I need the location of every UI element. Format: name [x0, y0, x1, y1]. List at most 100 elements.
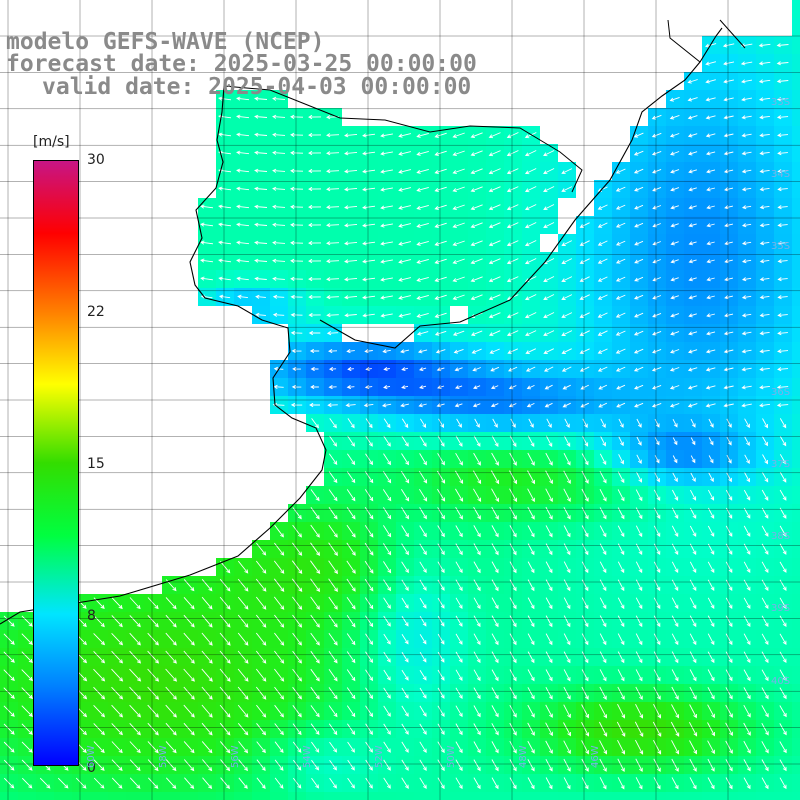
wind-arrow — [219, 741, 231, 754]
wind-arrow — [274, 723, 284, 736]
wind-arrow — [597, 312, 608, 318]
wind-arrow — [273, 560, 285, 574]
wind-arrow — [509, 488, 517, 503]
wind-arrow — [202, 759, 213, 772]
wind-arrow — [21, 633, 33, 645]
wind-arrow — [633, 168, 644, 174]
wind-arrow — [706, 223, 715, 228]
wind-arrow — [93, 777, 105, 789]
wind-arrow — [671, 615, 679, 628]
wind-arrow — [491, 488, 499, 503]
wind-arrow — [761, 759, 769, 772]
wind-cell — [792, 0, 800, 18]
wind-arrow — [635, 579, 643, 592]
wind-arrow — [111, 741, 123, 754]
wind-arrow — [272, 294, 285, 299]
wind-arrow — [218, 204, 232, 209]
wind-arrow — [635, 669, 643, 682]
wind-arrow — [688, 277, 697, 282]
wind-arrow — [689, 597, 697, 610]
wind-cell — [792, 450, 800, 468]
wind-arrow — [705, 349, 716, 354]
wind-arrow — [326, 169, 340, 174]
wind-arrow — [723, 151, 734, 156]
wind-arrow — [437, 669, 445, 681]
wind-cell — [792, 702, 800, 720]
wind-arrow — [652, 259, 661, 264]
wind-arrow — [129, 686, 142, 700]
wind-arrow — [473, 525, 481, 538]
wind-arrow — [723, 61, 735, 66]
wind-arrow — [329, 418, 337, 429]
wind-cell — [792, 18, 800, 36]
wind-arrow — [509, 740, 517, 754]
wind-arrow — [93, 704, 106, 718]
wind-arrow — [472, 403, 481, 408]
wind-arrow — [326, 133, 340, 138]
wind-arrow — [636, 471, 643, 483]
lon-label: 46W — [590, 745, 601, 768]
wind-cell — [216, 792, 234, 800]
wind-arrow — [599, 453, 607, 466]
wind-arrow — [308, 168, 322, 174]
wind-arrow — [653, 651, 661, 664]
wind-arrow — [726, 418, 732, 428]
wind-arrow — [346, 385, 355, 390]
wind-arrow — [473, 385, 481, 390]
wind-arrow — [563, 633, 571, 646]
wind-arrow — [3, 615, 15, 627]
wind-arrow — [383, 435, 391, 447]
wind-arrow — [669, 367, 680, 372]
wind-arrow — [274, 524, 284, 538]
wind-arrow — [308, 222, 322, 228]
wind-cell — [684, 792, 702, 800]
lon-label: 52W — [374, 745, 385, 768]
wind-arrow — [635, 615, 643, 628]
wind-cell — [792, 756, 800, 774]
wind-arrow — [543, 294, 555, 301]
wind-arrow — [165, 741, 177, 754]
lon-label: 60W — [86, 745, 97, 768]
wind-arrow — [21, 669, 33, 682]
wind-arrow — [723, 115, 734, 120]
wind-arrow — [473, 615, 481, 628]
wind-arrow — [238, 777, 248, 789]
wind-cell — [792, 396, 800, 414]
wind-arrow — [93, 741, 105, 754]
wind-arrow — [579, 312, 590, 318]
wind-arrow — [346, 669, 356, 682]
wind-arrow — [545, 651, 553, 664]
wind-arrow — [779, 687, 787, 700]
wind-arrow — [437, 561, 445, 574]
wind-arrow — [689, 721, 698, 737]
wind-arrow — [491, 633, 499, 646]
wind-arrow — [563, 651, 571, 664]
wind-arrow — [237, 596, 249, 610]
wind-arrow — [707, 669, 715, 682]
wind-arrow — [777, 331, 788, 336]
wind-arrow — [434, 150, 447, 156]
wind-arrow — [365, 435, 373, 447]
wind-arrow — [579, 348, 590, 354]
wind-arrow — [527, 615, 535, 628]
wind-arrow — [328, 560, 338, 575]
wind-arrow — [401, 489, 410, 502]
wind-arrow — [452, 258, 465, 265]
wind-arrow — [380, 259, 393, 264]
wind-arrow — [615, 330, 626, 336]
wind-arrow — [635, 739, 644, 755]
wind-arrow — [741, 115, 752, 120]
wind-arrow — [759, 205, 770, 210]
wind-arrow — [779, 454, 787, 465]
wind-arrow — [380, 169, 393, 174]
wind-arrow — [688, 223, 697, 228]
wind-arrow — [563, 722, 571, 737]
wind-arrow — [777, 277, 788, 282]
wind-arrow — [599, 651, 607, 664]
wind-arrow — [218, 186, 232, 191]
wind-arrow — [326, 241, 340, 246]
wind-arrow — [651, 402, 662, 408]
wind-arrow — [527, 452, 535, 466]
wind-arrow — [292, 668, 302, 682]
wind-arrow — [779, 615, 787, 628]
